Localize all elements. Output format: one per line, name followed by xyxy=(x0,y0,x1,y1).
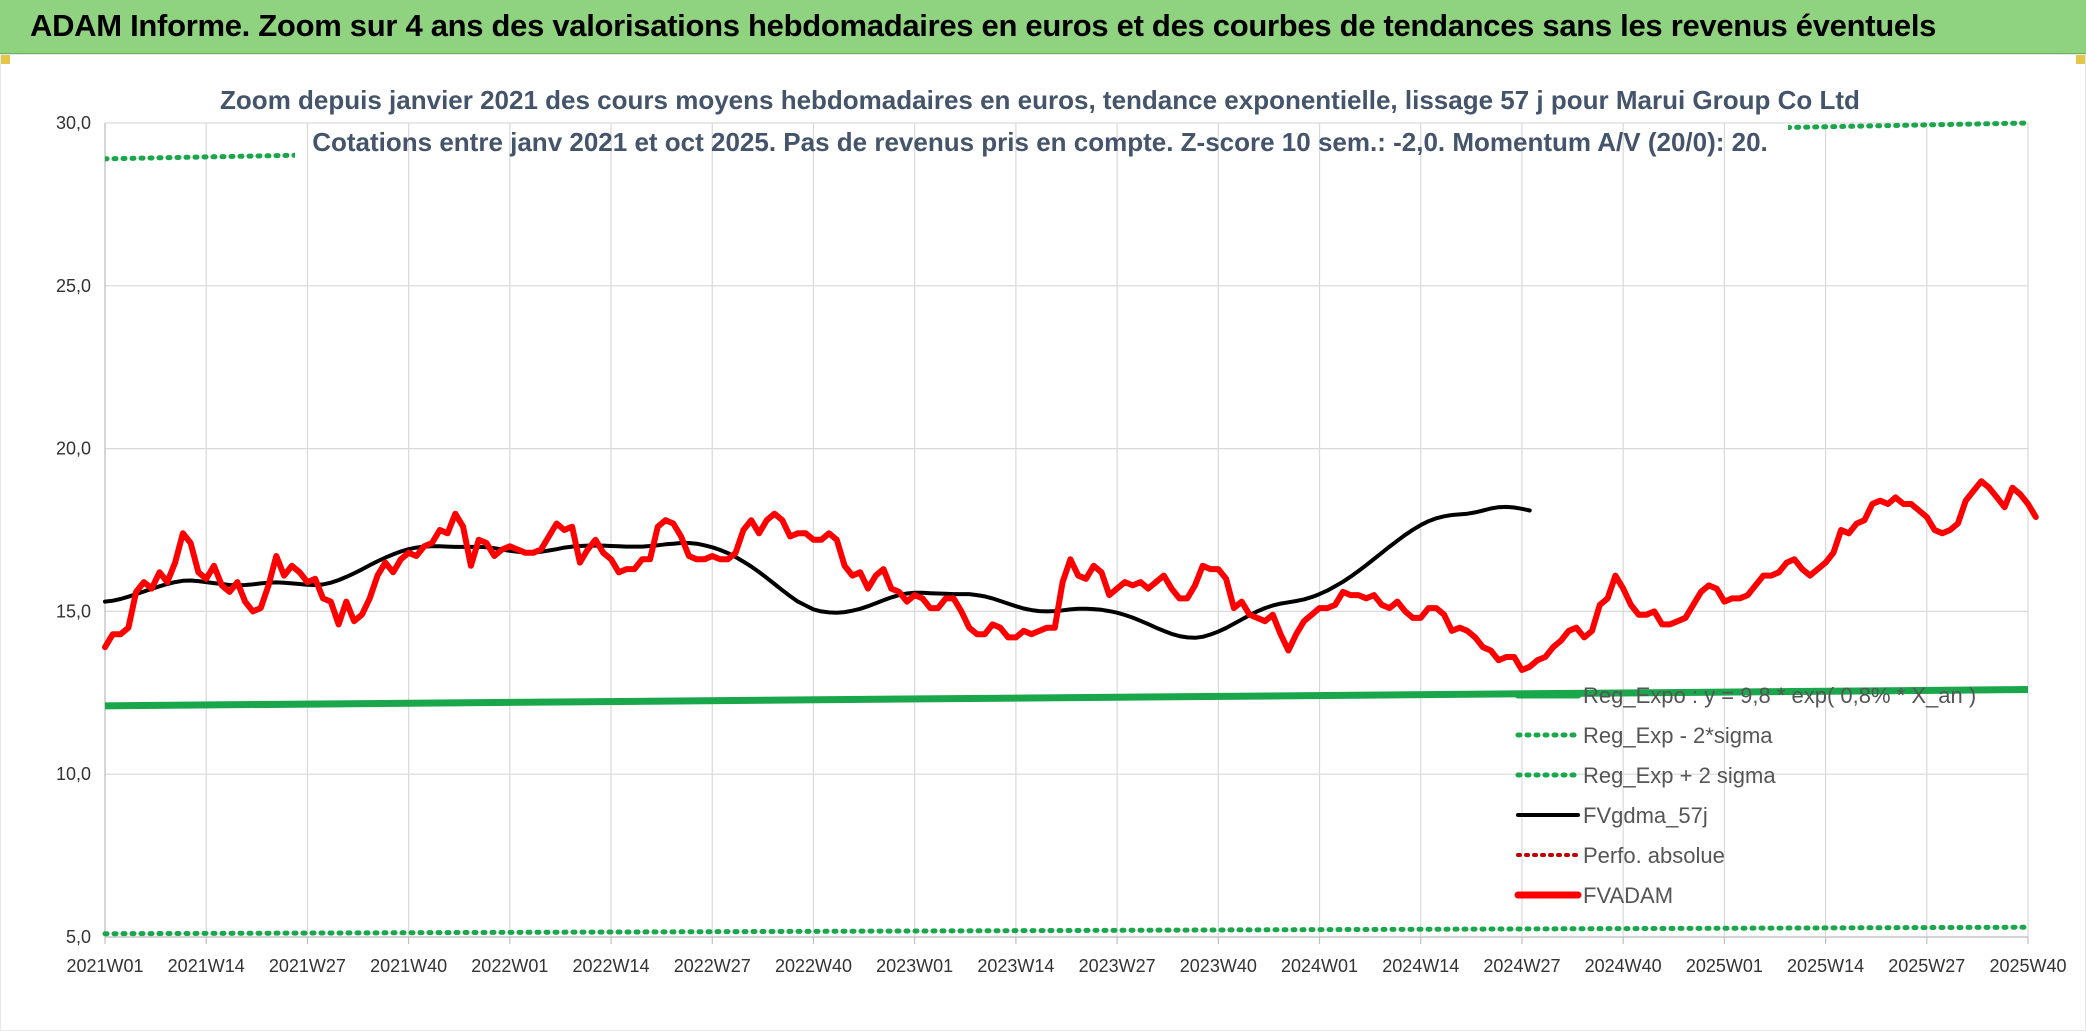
y-tick-label: 15,0 xyxy=(56,601,91,621)
x-tick-label: 2024W01 xyxy=(1281,956,1358,976)
x-tick-label: 2022W27 xyxy=(674,956,751,976)
x-tick-label: 2023W40 xyxy=(1180,956,1257,976)
chart-legend: Reg_Expo : y = 9,8 * exp( 0,8% * X_an ) R… xyxy=(1514,683,1976,908)
title-banner: ADAM Informe. Zoom sur 4 ans des valoris… xyxy=(0,0,2086,54)
legend-label: Perfo. absolue xyxy=(1583,843,1725,868)
chart-grid xyxy=(104,122,2029,944)
y-tick-label: 5,0 xyxy=(66,927,91,947)
axis-labels: 5,0 10,0 15,0 20,0 25,0 30,0 2021W01 2021W14 202… xyxy=(56,113,2067,976)
legend-label: FVgdma_57j xyxy=(1583,803,1708,828)
x-tick-label: 2021W27 xyxy=(269,956,346,976)
x-tick-label: 2022W01 xyxy=(471,956,548,976)
x-tick-label: 2024W40 xyxy=(1585,956,1662,976)
x-tick-label: 2023W14 xyxy=(977,956,1054,976)
x-tick-label: 2021W01 xyxy=(66,956,143,976)
legend-label: Reg_Exp + 2 sigma xyxy=(1583,763,1776,788)
series-fvadam xyxy=(102,478,2039,673)
x-tick-label: 2021W40 xyxy=(370,956,447,976)
page-title: ADAM Informe. Zoom sur 4 ans des valoris… xyxy=(30,8,1937,43)
banner-corner-right xyxy=(2076,54,2086,64)
x-tick-label: 2025W40 xyxy=(1989,956,2066,976)
y-tick-label: 25,0 xyxy=(56,276,91,296)
series-reg-expo xyxy=(104,686,2029,710)
x-tick-label: 2022W14 xyxy=(573,956,650,976)
x-tick-label: 2025W27 xyxy=(1888,956,1965,976)
x-tick-label: 2025W01 xyxy=(1686,956,1763,976)
y-tick-label: 20,0 xyxy=(56,439,91,459)
x-tick-label: 2022W40 xyxy=(775,956,852,976)
legend-label: Reg_Expo : y = 9,8 * exp( 0,8% * X_an ) xyxy=(1583,683,1976,708)
chart-title: Zoom depuis janvier 2021 des cours moyen… xyxy=(220,85,1860,115)
x-tick-label: 2023W27 xyxy=(1079,956,1156,976)
y-tick-label: 10,0 xyxy=(56,764,91,784)
x-tick-label: 2021W14 xyxy=(168,956,245,976)
banner-corner-left xyxy=(0,54,10,64)
legend-label: Reg_Exp - 2*sigma xyxy=(1583,723,1773,748)
legend-label: FVADAM xyxy=(1583,883,1673,908)
x-tick-label: 2023W01 xyxy=(876,956,953,976)
chart-subtitle: Cotations entre janv 2021 et oct 2025. P… xyxy=(312,127,1768,157)
chart-series xyxy=(102,120,2039,937)
x-tick-label: 2024W14 xyxy=(1382,956,1459,976)
x-tick-label: 2025W14 xyxy=(1787,956,1864,976)
series-fvgdma-57j xyxy=(103,504,1532,640)
x-tick-label: 2024W27 xyxy=(1483,956,1560,976)
series-reg-exp-minus-2sigma xyxy=(102,924,2031,937)
y-tick-label: 30,0 xyxy=(56,113,91,133)
